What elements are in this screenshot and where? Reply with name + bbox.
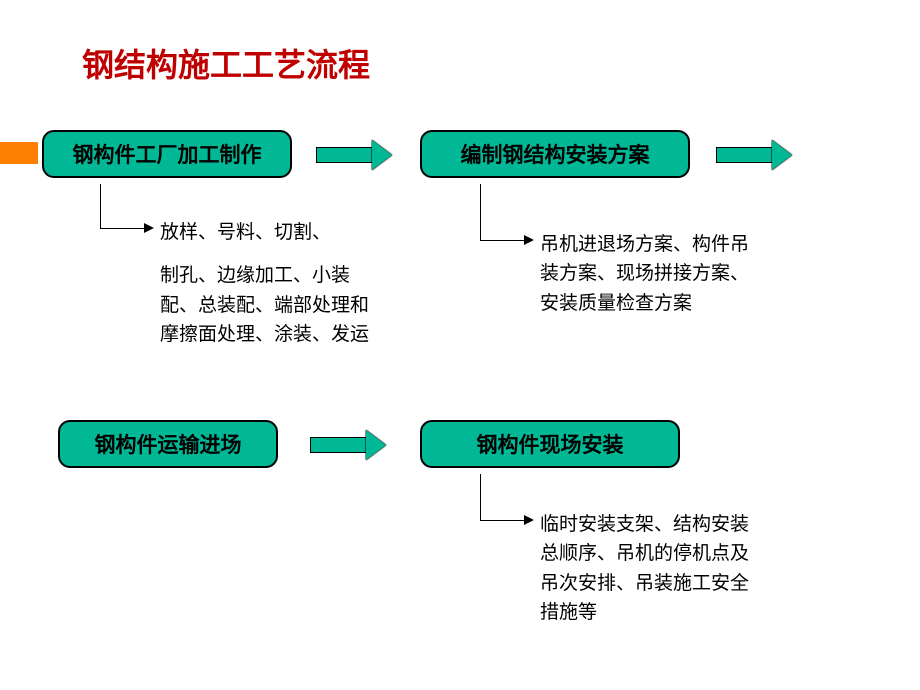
detail-site-install: 临时安装支架、结构安装总顺序、吊机的停机点及吊次安排、吊装施工安全措施等 bbox=[540, 510, 760, 628]
elbow-vertical bbox=[100, 184, 101, 228]
node-install-plan: 编制钢结构安装方案 bbox=[420, 130, 690, 178]
elbow-arrow-icon bbox=[144, 223, 154, 233]
elbow-connector bbox=[480, 184, 536, 246]
node-site-install: 钢构件现场安装 bbox=[420, 420, 680, 468]
elbow-vertical bbox=[480, 474, 481, 520]
node-label: 钢构件运输进场 bbox=[95, 429, 242, 459]
title-accent-bar bbox=[0, 142, 38, 164]
node-transport: 钢构件运输进场 bbox=[58, 420, 278, 468]
detail-install-plan: 吊机进退场方案、构件吊装方案、现场拼接方案、安装质量检查方案 bbox=[540, 230, 760, 318]
elbow-horizontal bbox=[480, 240, 524, 241]
arrow-head-icon bbox=[366, 430, 386, 460]
elbow-horizontal bbox=[100, 228, 144, 229]
page-title: 钢结构施工工艺流程 bbox=[82, 40, 370, 86]
arrow-shaft bbox=[310, 437, 367, 453]
node-label: 钢构件工厂加工制作 bbox=[73, 139, 262, 169]
node-label: 编制钢结构安装方案 bbox=[461, 139, 650, 169]
elbow-arrow-icon bbox=[524, 515, 534, 525]
arrow-head-icon bbox=[772, 140, 792, 170]
elbow-arrow-icon bbox=[524, 235, 534, 245]
arrow-shaft bbox=[316, 147, 373, 163]
elbow-connector bbox=[100, 184, 156, 234]
elbow-vertical bbox=[480, 184, 481, 240]
elbow-horizontal bbox=[480, 520, 524, 521]
node-label: 钢构件现场安装 bbox=[477, 429, 624, 459]
flow-arrow bbox=[716, 140, 792, 170]
detail-factory-processing: 放样、号料、切割、制孔、边缘加工、小装配、总装配、端部处理和摩擦面处理、涂装、发… bbox=[160, 218, 380, 350]
flow-arrow bbox=[310, 430, 386, 460]
flow-arrow bbox=[316, 140, 392, 170]
arrow-head-icon bbox=[372, 140, 392, 170]
elbow-connector bbox=[480, 474, 536, 526]
arrow-shaft bbox=[716, 147, 773, 163]
node-factory-processing: 钢构件工厂加工制作 bbox=[42, 130, 292, 178]
